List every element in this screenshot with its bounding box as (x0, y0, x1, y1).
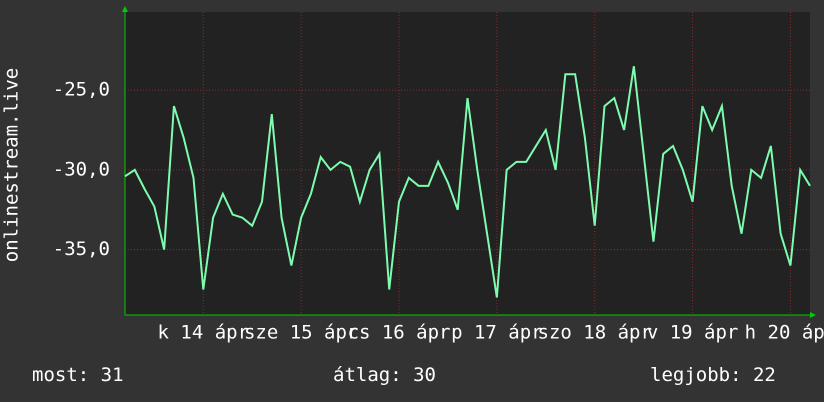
stat-value: 30 (413, 364, 436, 386)
stat: most: 31 (32, 364, 124, 386)
stat-label: átlag: (333, 364, 402, 386)
y-tick-label: -30,0 (53, 158, 110, 180)
x-tick-label: szo 18 ápr (538, 322, 652, 344)
y-tick-label: -35,0 (53, 238, 110, 260)
x-tick-label: p 17 ápr (451, 322, 543, 344)
y-tick-label: -25,0 (53, 79, 110, 101)
y-axis-label: onlinestream.live (1, 68, 23, 262)
plot-area (125, 12, 810, 315)
stat: átlag: 30 (333, 364, 436, 386)
axis-arrow (810, 312, 816, 318)
stat: legjobb: 22 (650, 364, 776, 386)
x-tick-label: sze 15 ápr (244, 322, 358, 344)
stat-label: legjobb: (650, 364, 742, 386)
x-tick-label: h 20 ápr (745, 322, 824, 344)
x-tick-label: k 14 ápr (158, 322, 250, 344)
x-tick-label: cs 16 ápr (348, 322, 451, 344)
stat-label: most: (32, 364, 89, 386)
stat-value: 22 (753, 364, 776, 386)
x-tick-label: v 19 ápr (647, 322, 739, 344)
axis-arrow (122, 6, 128, 12)
stat-value: 31 (101, 364, 124, 386)
data-line (124, 66, 811, 298)
